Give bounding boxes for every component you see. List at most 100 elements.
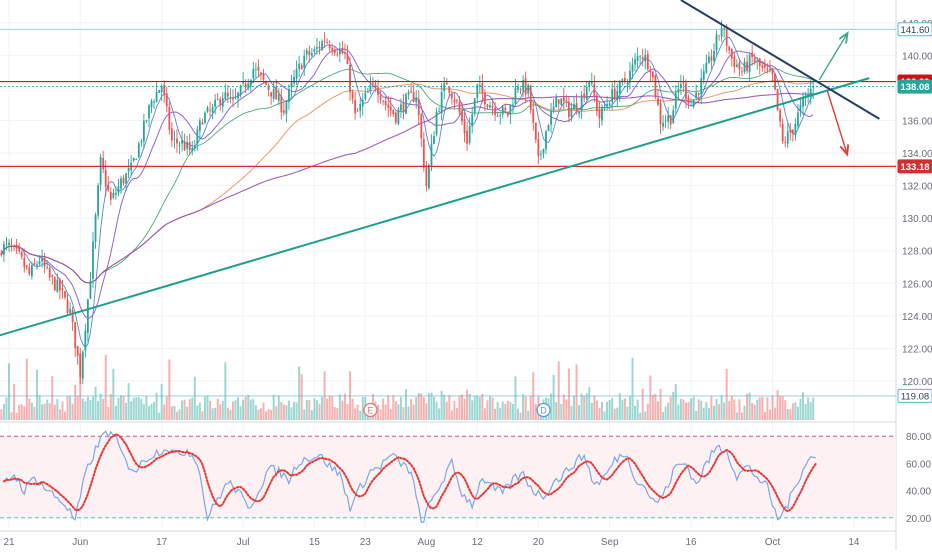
volume-bar bbox=[188, 399, 191, 420]
volume-bar bbox=[290, 407, 293, 420]
candle-body bbox=[206, 107, 209, 112]
candle-body bbox=[486, 104, 489, 107]
volume-bar bbox=[249, 399, 252, 420]
candle-body bbox=[608, 103, 611, 106]
volume-bar bbox=[557, 361, 560, 420]
volume-bar bbox=[181, 400, 184, 420]
candle-body bbox=[517, 86, 519, 90]
volume-bar bbox=[132, 397, 135, 420]
volume-bar bbox=[476, 395, 479, 420]
volume-bar bbox=[315, 400, 318, 420]
candle-body bbox=[456, 100, 458, 102]
candle-body bbox=[92, 241, 94, 279]
volume-bar bbox=[774, 407, 777, 420]
projection-arrow-bearish bbox=[826, 90, 846, 153]
volume-bar bbox=[267, 408, 270, 420]
volume-bar bbox=[86, 396, 89, 420]
candle-body bbox=[188, 142, 191, 151]
volume-bar bbox=[0, 409, 3, 420]
candle-body bbox=[237, 92, 239, 99]
candle-body bbox=[613, 88, 616, 100]
candle-body bbox=[397, 109, 400, 124]
event-marker-E[interactable]: E bbox=[363, 402, 378, 418]
candle-body bbox=[425, 165, 428, 187]
candle-body bbox=[346, 54, 349, 64]
candle-body bbox=[713, 51, 715, 61]
volume-bar bbox=[89, 400, 92, 420]
moving-average-line bbox=[0, 48, 814, 319]
volume-bar bbox=[265, 411, 268, 420]
volume-bar bbox=[58, 409, 61, 420]
volume-bar bbox=[674, 383, 677, 420]
volume-bar bbox=[43, 403, 46, 420]
candle-body bbox=[61, 288, 64, 290]
volume-bar bbox=[147, 405, 150, 420]
candle-body bbox=[468, 125, 471, 144]
candle-body bbox=[109, 191, 112, 200]
volume-bar bbox=[593, 395, 596, 420]
candle-body bbox=[84, 330, 87, 351]
candle-body bbox=[176, 138, 178, 144]
volume-bar bbox=[799, 398, 802, 420]
time-tick-label: 12 bbox=[472, 537, 484, 548]
volume-bar bbox=[473, 395, 476, 420]
candle-body bbox=[59, 279, 61, 291]
candle-body bbox=[33, 262, 36, 265]
volume-bar bbox=[359, 410, 362, 420]
volume-bar bbox=[618, 393, 621, 420]
candle-body bbox=[244, 83, 247, 88]
candle-body bbox=[56, 279, 59, 292]
candle-body bbox=[127, 167, 130, 172]
volume-bar bbox=[664, 406, 667, 420]
candle-body bbox=[178, 144, 181, 146]
volume-bar bbox=[206, 395, 209, 420]
volume-bar bbox=[435, 401, 438, 420]
volume-bar bbox=[130, 401, 133, 420]
candle-body bbox=[132, 157, 135, 161]
volume-bar bbox=[486, 400, 489, 420]
time-axis: 21 Jun 17 Jul 15 23 Aug 12 20 Sep 16 Oct 14 bbox=[3, 537, 860, 548]
volume-bar bbox=[588, 387, 591, 420]
candle-body bbox=[562, 96, 565, 102]
candle-body bbox=[458, 102, 461, 113]
volume-bar bbox=[153, 401, 156, 420]
price-badge-volume-level: 119.08 bbox=[897, 388, 932, 403]
price-badge-text: 133.18 bbox=[900, 162, 929, 173]
volume-bar bbox=[506, 400, 509, 420]
volume-bar bbox=[341, 400, 344, 420]
candle-body bbox=[46, 267, 49, 268]
candle-body bbox=[802, 97, 804, 107]
price-tick-label: 132.00 bbox=[902, 182, 932, 193]
candle-body bbox=[433, 136, 435, 145]
candle-body bbox=[677, 89, 680, 93]
candle-body bbox=[443, 83, 446, 92]
candle-body bbox=[165, 93, 168, 107]
candle-body bbox=[247, 83, 250, 89]
candle-body bbox=[13, 245, 15, 247]
candle-body bbox=[626, 83, 629, 84]
candle-body bbox=[211, 107, 214, 113]
event-marker-D[interactable]: D bbox=[536, 402, 551, 418]
volume-bar bbox=[430, 392, 433, 420]
price-tick-label: 122.00 bbox=[902, 344, 932, 355]
candle-body bbox=[10, 244, 13, 247]
volume-bar bbox=[707, 408, 710, 420]
candle-body bbox=[438, 110, 441, 112]
candle-body bbox=[282, 110, 285, 113]
volume-bar bbox=[5, 397, 8, 420]
price-badge-box bbox=[897, 388, 932, 403]
candle-body bbox=[509, 104, 512, 115]
time-tick-label: Sep bbox=[601, 537, 619, 548]
candle-body bbox=[761, 65, 764, 68]
volume-bar bbox=[53, 404, 56, 420]
volume-bar bbox=[175, 411, 178, 420]
candle-body bbox=[25, 265, 28, 268]
candle-body bbox=[639, 56, 642, 58]
volume-bar bbox=[168, 359, 171, 420]
time-tick-label: Oct bbox=[765, 537, 781, 548]
volume-bar bbox=[682, 399, 685, 420]
volume-bar bbox=[79, 354, 82, 420]
candle-body bbox=[522, 80, 524, 92]
